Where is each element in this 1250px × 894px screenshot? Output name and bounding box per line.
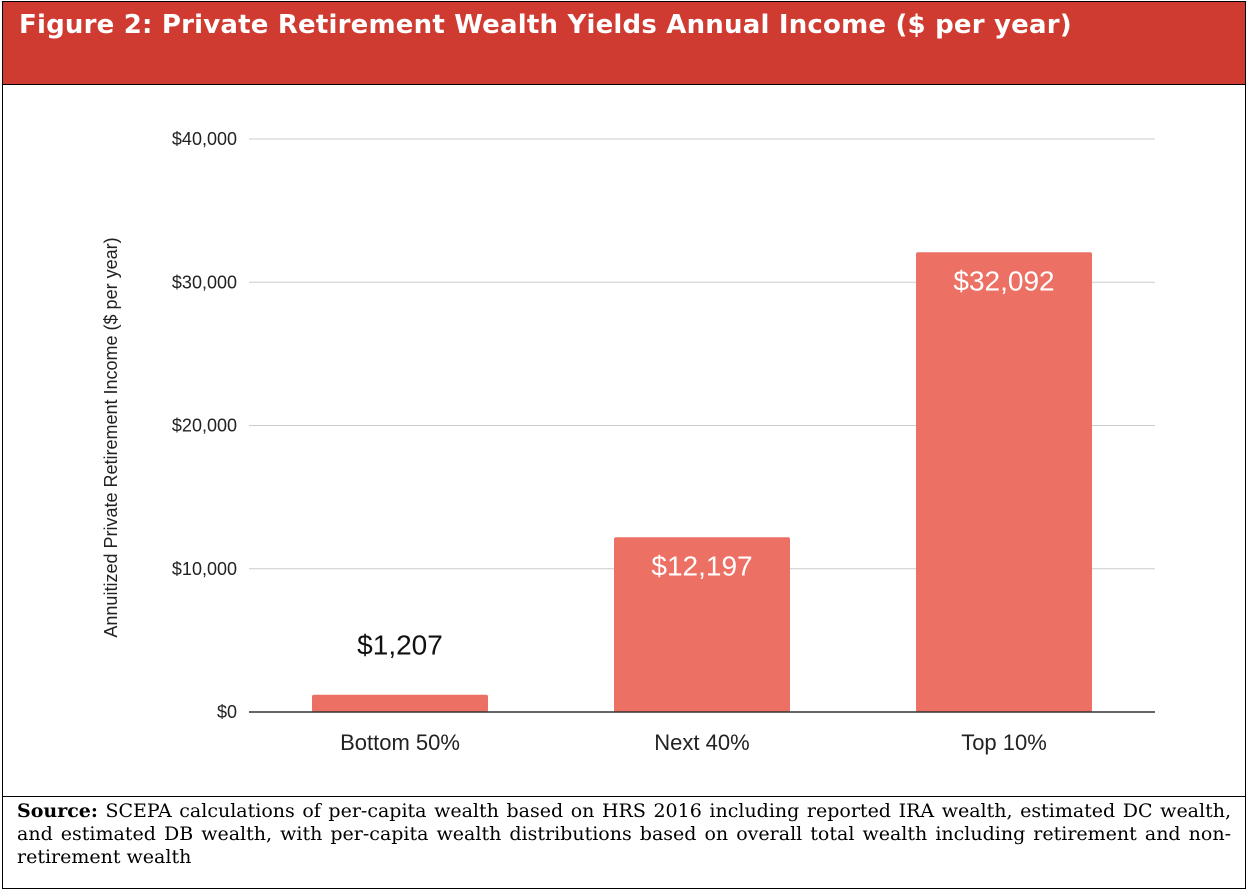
chart-area: $0 $10,000 $20,000 $30,000 $40,000 Annuitized… [3,85,1245,796]
source-note: Source: SCEPA calculations of per-capita… [3,796,1245,890]
source-label: Source: [17,800,98,822]
bar-chart: $0 $10,000 $20,000 $30,000 $40,000 Annuitized… [101,129,1155,755]
y-tick-label: $30,000 [172,272,237,292]
bar-value-label: $1,207 [357,630,443,661]
bar [916,252,1092,712]
y-tick-label: $40,000 [172,129,237,149]
x-tick-label: Bottom 50% [340,730,460,755]
figure-title: Figure 2: Private Retirement Wealth Yiel… [19,10,1072,40]
bar-value-label: $32,092 [953,265,1054,296]
x-tick-label: Next 40% [654,730,749,755]
source-text: SCEPA calculations of per-capita wealth … [17,800,1231,868]
x-tick-label: Top 10% [961,730,1047,755]
bar [614,537,790,712]
y-axis-label: Annuitized Private Retirement Income ($ … [101,237,121,637]
y-tick-label: $10,000 [172,559,237,579]
bar-value-label: $12,197 [651,550,752,581]
figure-header: Figure 2: Private Retirement Wealth Yiel… [3,2,1245,85]
y-tick-label: $0 [217,702,237,722]
bar [312,694,488,712]
y-tick-label: $20,000 [172,416,237,436]
